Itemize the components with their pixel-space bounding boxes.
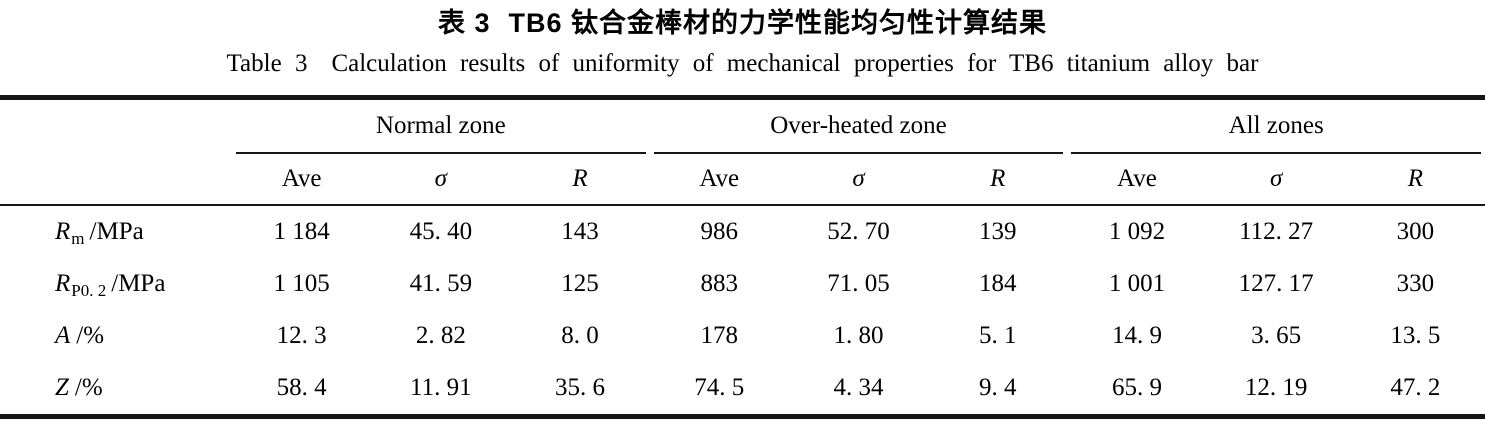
value-cell: 2. 82 [415,322,466,349]
column-header-sigma: σ [852,165,865,192]
property-subscript: P0. 2 [71,281,107,300]
table-caption-english: Table 3 Calculation results of uniformity… [0,48,1485,80]
subheader-blank-cell [0,154,232,204]
property-unit: /MPa [111,270,166,297]
corner-blank-cell [0,100,232,154]
group-header-over-heated-zone: Over-heated zone [653,100,1064,154]
row-label-reduction-of-area: Z/% [0,362,232,414]
value-cell: 300 [1396,218,1435,245]
column-header-ave: Ave [1117,165,1157,192]
table-title-english: Calculation results of uniformity of mec… [331,50,1259,77]
value-cell: 184 [978,270,1017,297]
value-cell: 8. 0 [561,322,599,349]
column-header-ave: Ave [281,165,322,192]
property-symbol: R [55,270,71,297]
value-cell: 13. 5 [1390,322,1441,349]
value-cell: 45. 40 [409,218,473,245]
column-header-ave: Ave [699,165,740,192]
value-cell: 3. 65 [1251,322,1302,349]
group-header-normal-zone: Normal zone [236,100,646,154]
row-label-elongation: A/% [0,310,232,362]
value-cell: 1. 80 [833,322,884,349]
value-cell: 1 105 [273,270,330,297]
row-label-rp02: R P0. 2/MPa [0,258,232,310]
column-header-range: R [990,165,1006,192]
value-cell: 12. 19 [1244,374,1308,401]
value-cell: 139 [978,218,1017,245]
property-unit: /% [76,322,105,349]
value-cell: 178 [700,322,739,349]
value-cell: 1 184 [273,218,330,245]
value-cell: 883 [700,270,739,297]
value-cell: 52. 70 [827,218,890,245]
value-cell: 1 092 [1108,218,1166,245]
group-header-all-zones: All zones [1071,100,1481,154]
value-cell: 125 [561,270,599,297]
value-cell: 143 [561,218,599,245]
table-number-english: Table 3 [226,50,308,77]
value-cell: 47. 2 [1390,374,1441,401]
value-cell: 74. 5 [694,374,745,401]
property-symbol: Z [55,374,69,401]
property-unit: /% [74,374,103,401]
value-cell: 127. 17 [1238,270,1314,297]
value-cell: 71. 05 [827,270,890,297]
property-subscript: m [71,229,85,248]
value-cell: 58. 4 [276,374,327,401]
value-cell: 9. 4 [978,374,1017,401]
column-header-range: R [1407,165,1424,192]
table-caption-chinese: 表 3 TB6 钛合金棒材的力学性能均匀性计算结果 [0,0,1485,41]
column-header-range: R [572,165,588,192]
value-cell: 112. 27 [1239,218,1314,245]
table-number-chinese: 表 3 [437,8,491,38]
property-unit: /MPa [89,218,144,245]
value-cell: 35. 6 [555,374,606,401]
value-cell: 14. 9 [1111,322,1162,349]
header-divider-rule [0,204,1485,206]
property-symbol: A [55,322,71,349]
column-header-sigma: σ [1269,165,1283,192]
value-cell: 41. 59 [409,270,473,297]
value-cell: 11. 91 [410,374,472,401]
column-header-sigma: σ [434,165,447,192]
value-cell: 12. 3 [276,322,327,349]
value-cell: 986 [700,218,739,245]
value-cell: 65. 9 [1111,374,1162,401]
value-cell: 4. 34 [833,374,884,401]
property-symbol: R [55,218,71,245]
table-title-chinese: TB6 钛合金棒材的力学性能均匀性计算结果 [508,8,1048,38]
value-cell: 1 001 [1108,270,1166,297]
value-cell: 330 [1396,270,1435,297]
results-table: Normal zone Over-heated zone All zones A… [0,95,1485,419]
value-cell: 5. 1 [978,322,1017,349]
